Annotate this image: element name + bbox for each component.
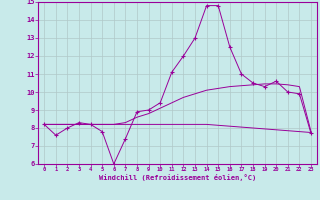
X-axis label: Windchill (Refroidissement éolien,°C): Windchill (Refroidissement éolien,°C) xyxy=(99,174,256,181)
